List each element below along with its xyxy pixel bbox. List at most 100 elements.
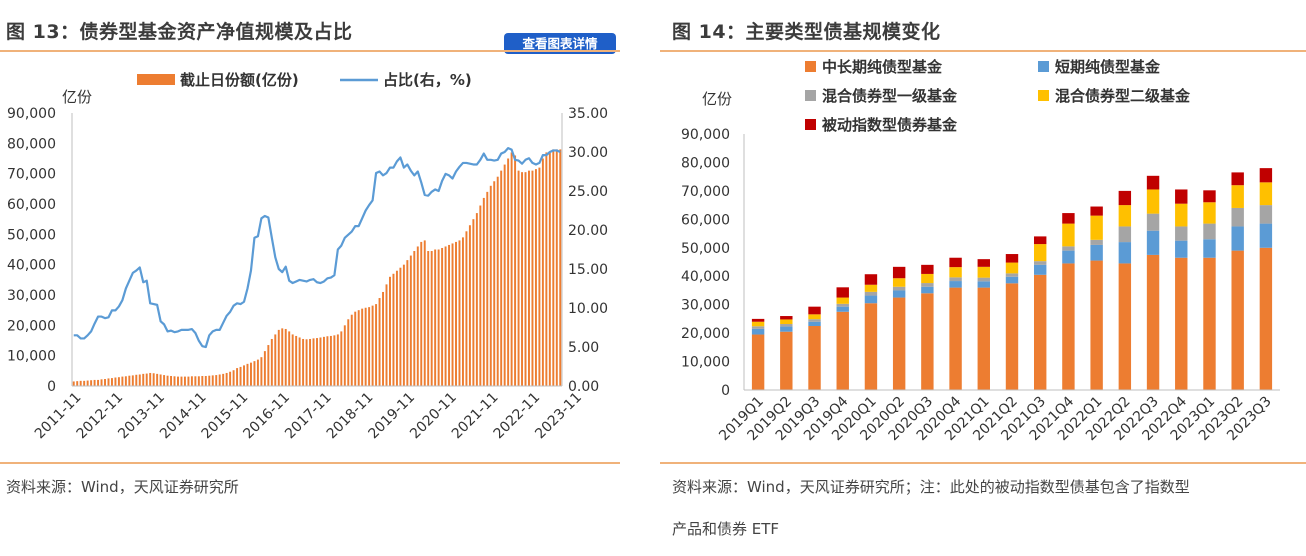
stacked-bar-segment xyxy=(1175,203,1188,227)
share-bar xyxy=(329,335,332,386)
share-bar xyxy=(416,246,419,386)
stacked-bar-segment xyxy=(977,277,990,282)
view-chart-details-button[interactable]: 查看图表详情 xyxy=(504,33,616,54)
share-bar xyxy=(159,374,162,386)
stacked-bar-segment xyxy=(1005,273,1019,277)
stacked-bar-segment xyxy=(864,291,878,296)
stacked-bar-segment xyxy=(1062,263,1075,390)
stacked-bar-segment xyxy=(808,314,821,320)
stacked-bar-segment xyxy=(1259,205,1273,224)
stacked-bar-segment xyxy=(1175,226,1188,241)
share-bar xyxy=(541,158,544,386)
left-figure-panel: 图 13：债券型基金资产净值规模及占比 查看图表详情 亿份 截止日份额(亿份) 占比… xyxy=(0,0,620,556)
stacked-bar-segment xyxy=(921,283,934,287)
stacked-bar-segment xyxy=(1203,239,1216,258)
share-bar xyxy=(263,351,266,386)
legend-swatch xyxy=(1038,90,1049,101)
share-bar xyxy=(312,338,315,386)
stacked-bar-segment xyxy=(836,303,849,307)
stacked-bar-segment xyxy=(977,266,990,278)
share-bar xyxy=(385,284,388,386)
stacked-bar-segment xyxy=(1118,242,1132,264)
share-bar xyxy=(326,336,329,386)
stacked-bar-segment xyxy=(1146,175,1160,190)
stacked-bar-segment xyxy=(808,321,821,326)
share-bar xyxy=(229,371,232,386)
stacked-bar-segment xyxy=(780,316,793,320)
share-bar xyxy=(131,375,134,386)
share-bar xyxy=(267,345,270,386)
left-y-tick-label: 80,000 xyxy=(7,136,56,152)
stacked-bar-segment xyxy=(751,334,765,390)
share-bar xyxy=(149,372,152,386)
share-bar xyxy=(489,185,492,386)
share-bar xyxy=(152,373,155,386)
stacked-bar-segment xyxy=(1203,257,1216,390)
stacked-bar-segment xyxy=(1090,206,1103,216)
stacked-bar-segment xyxy=(1146,213,1160,231)
legend-swatch xyxy=(1038,61,1049,72)
share-bar xyxy=(399,267,402,386)
right-chart-y-tick-label: 20,000 xyxy=(681,326,730,342)
stacked-bar-segment xyxy=(1259,168,1273,183)
share-bar xyxy=(83,380,86,386)
stacked-bar-segment xyxy=(1118,190,1132,206)
share-bar xyxy=(510,152,513,386)
stacked-bar-segment xyxy=(1062,223,1075,247)
share-bar xyxy=(517,170,520,386)
share-bar xyxy=(194,376,197,386)
share-bar xyxy=(406,260,409,386)
share-bar xyxy=(173,376,176,386)
stacked-bar-segment xyxy=(1090,239,1103,245)
share-bar xyxy=(461,237,464,386)
right-source-note-line2: 产品和债券 ETF xyxy=(672,520,780,538)
stacked-bar-segment xyxy=(892,266,906,279)
stacked-bar-segment xyxy=(1259,247,1273,390)
share-bar xyxy=(465,231,468,386)
share-bar xyxy=(236,368,239,386)
stacked-bar-segment xyxy=(1259,223,1273,248)
stacked-bar-segment xyxy=(921,286,934,294)
left-source-note: 资料来源：Wind，天风证券研究所 xyxy=(6,478,239,496)
share-bar xyxy=(496,176,499,386)
legend-label-ratio: 占比(右，%) xyxy=(383,71,472,89)
share-bar xyxy=(472,219,475,386)
stacked-bar-segment xyxy=(1062,250,1075,264)
stacked-bar-segment xyxy=(921,264,934,274)
share-bar xyxy=(531,170,534,386)
stacked-bar-segment xyxy=(1231,185,1244,208)
stacked-bar-segment xyxy=(1175,189,1188,204)
share-bar xyxy=(246,363,249,386)
share-bar xyxy=(434,249,437,386)
share-bar xyxy=(295,335,298,386)
share-bar xyxy=(145,373,148,386)
share-bar xyxy=(187,376,190,386)
share-bar xyxy=(163,375,166,386)
left-y-tick-label: 40,000 xyxy=(7,258,56,274)
share-bar xyxy=(524,172,527,386)
share-bar xyxy=(552,149,555,386)
share-bar xyxy=(218,374,221,386)
stacked-bar-segment xyxy=(1062,213,1075,224)
share-bar xyxy=(437,249,440,386)
left-x-tick-label: 2023-11 xyxy=(532,390,585,443)
stacked-bar-segment xyxy=(751,318,765,322)
share-bar xyxy=(448,244,451,386)
stacked-bar-segment xyxy=(1118,226,1132,243)
stacked-bar-segment xyxy=(1005,254,1019,263)
stacked-bar-segment xyxy=(751,328,765,335)
stacked-bar-segment xyxy=(1118,205,1132,227)
left-y-tick-label: 90,000 xyxy=(7,106,56,122)
stacked-bar-segment xyxy=(1203,190,1216,203)
stacked-bar-segment xyxy=(1090,260,1103,390)
share-bar xyxy=(534,169,537,386)
stacked-bar-segment xyxy=(921,293,934,390)
share-bar xyxy=(475,213,478,386)
share-bar xyxy=(166,375,169,386)
share-bar xyxy=(521,172,524,386)
stacked-bar-segment xyxy=(921,273,934,284)
stacked-bar-segment xyxy=(1231,250,1244,390)
share-bar xyxy=(86,380,89,386)
legend-label: 混合债券型一级基金 xyxy=(822,87,958,105)
right-y-tick-label: 25.00 xyxy=(568,184,608,200)
